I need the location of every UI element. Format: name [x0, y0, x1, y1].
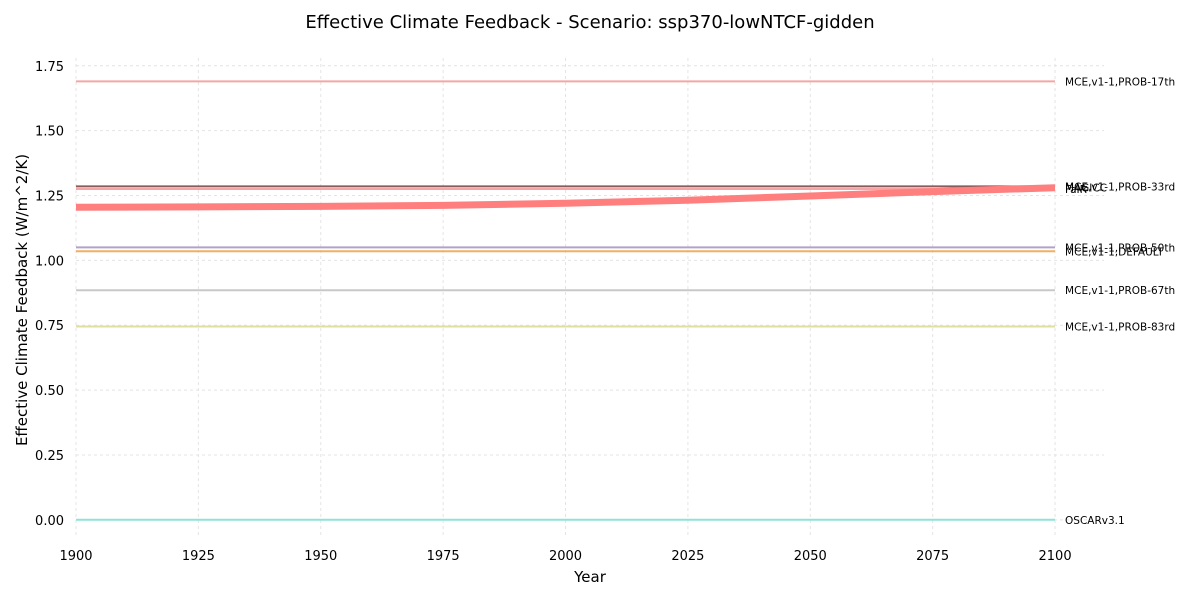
x-tick-label: 2075: [916, 549, 949, 564]
chart-title: Effective Climate Feedback - Scenario: s…: [305, 12, 875, 33]
series-end-label: MAGICC: [1065, 183, 1107, 195]
y-tick-label: 1.75: [35, 60, 64, 75]
y-tick-label: 1.25: [35, 190, 64, 205]
series-end-label: MCE,v1-1,PROB-33rd: [1065, 181, 1175, 193]
series-end-label: MCE,v1-1,PROB-50th: [1065, 242, 1175, 254]
series-end-label: FaIR: [1065, 184, 1087, 196]
series-layer: [75, 80, 1056, 521]
series-line-magicc: [75, 184, 1056, 211]
y-tick-label: 1.50: [35, 125, 64, 140]
series-end-label: MCE,v1-1,PROB-83rd: [1065, 322, 1175, 334]
x-tick-label: 2000: [549, 549, 582, 564]
grid-layer: [75, 58, 1104, 538]
series-end-label: MCE,v1-1,PROB-17th: [1065, 76, 1175, 88]
y-axis-label: Effective Climate Feedback (W/m^2/K): [13, 154, 31, 446]
x-tick-label: 2050: [794, 549, 827, 564]
tick-layer: 1900 1925 1950 1975 2000 2025 2050 2075 2100 0.00…: [35, 60, 1072, 564]
x-tick-label: 1925: [182, 549, 215, 564]
label-layer: MCE,v1-1,PROB-17th MCE,v1-1,PROB-33rdFaIR…: [1065, 76, 1175, 526]
y-tick-label: 0.50: [35, 384, 64, 399]
x-axis-label: Year: [573, 568, 607, 586]
x-tick-label: 2100: [1039, 549, 1072, 564]
y-tick-label: 1.00: [35, 254, 64, 269]
x-tick-label: 1900: [59, 549, 92, 564]
x-tick-label: 1950: [304, 549, 337, 564]
y-tick-label: 0.00: [35, 514, 64, 529]
x-tick-label: 1975: [427, 549, 460, 564]
series-end-label: OSCARv3.1: [1065, 515, 1125, 527]
series-end-label: MCE,v1-1,PROB-67th: [1065, 285, 1175, 297]
y-tick-label: 0.25: [35, 449, 64, 464]
x-tick-label: 2025: [671, 549, 704, 564]
y-tick-label: 0.75: [35, 319, 64, 334]
series-end-label: MCE,v1-1,DEFAULT: [1065, 246, 1164, 258]
